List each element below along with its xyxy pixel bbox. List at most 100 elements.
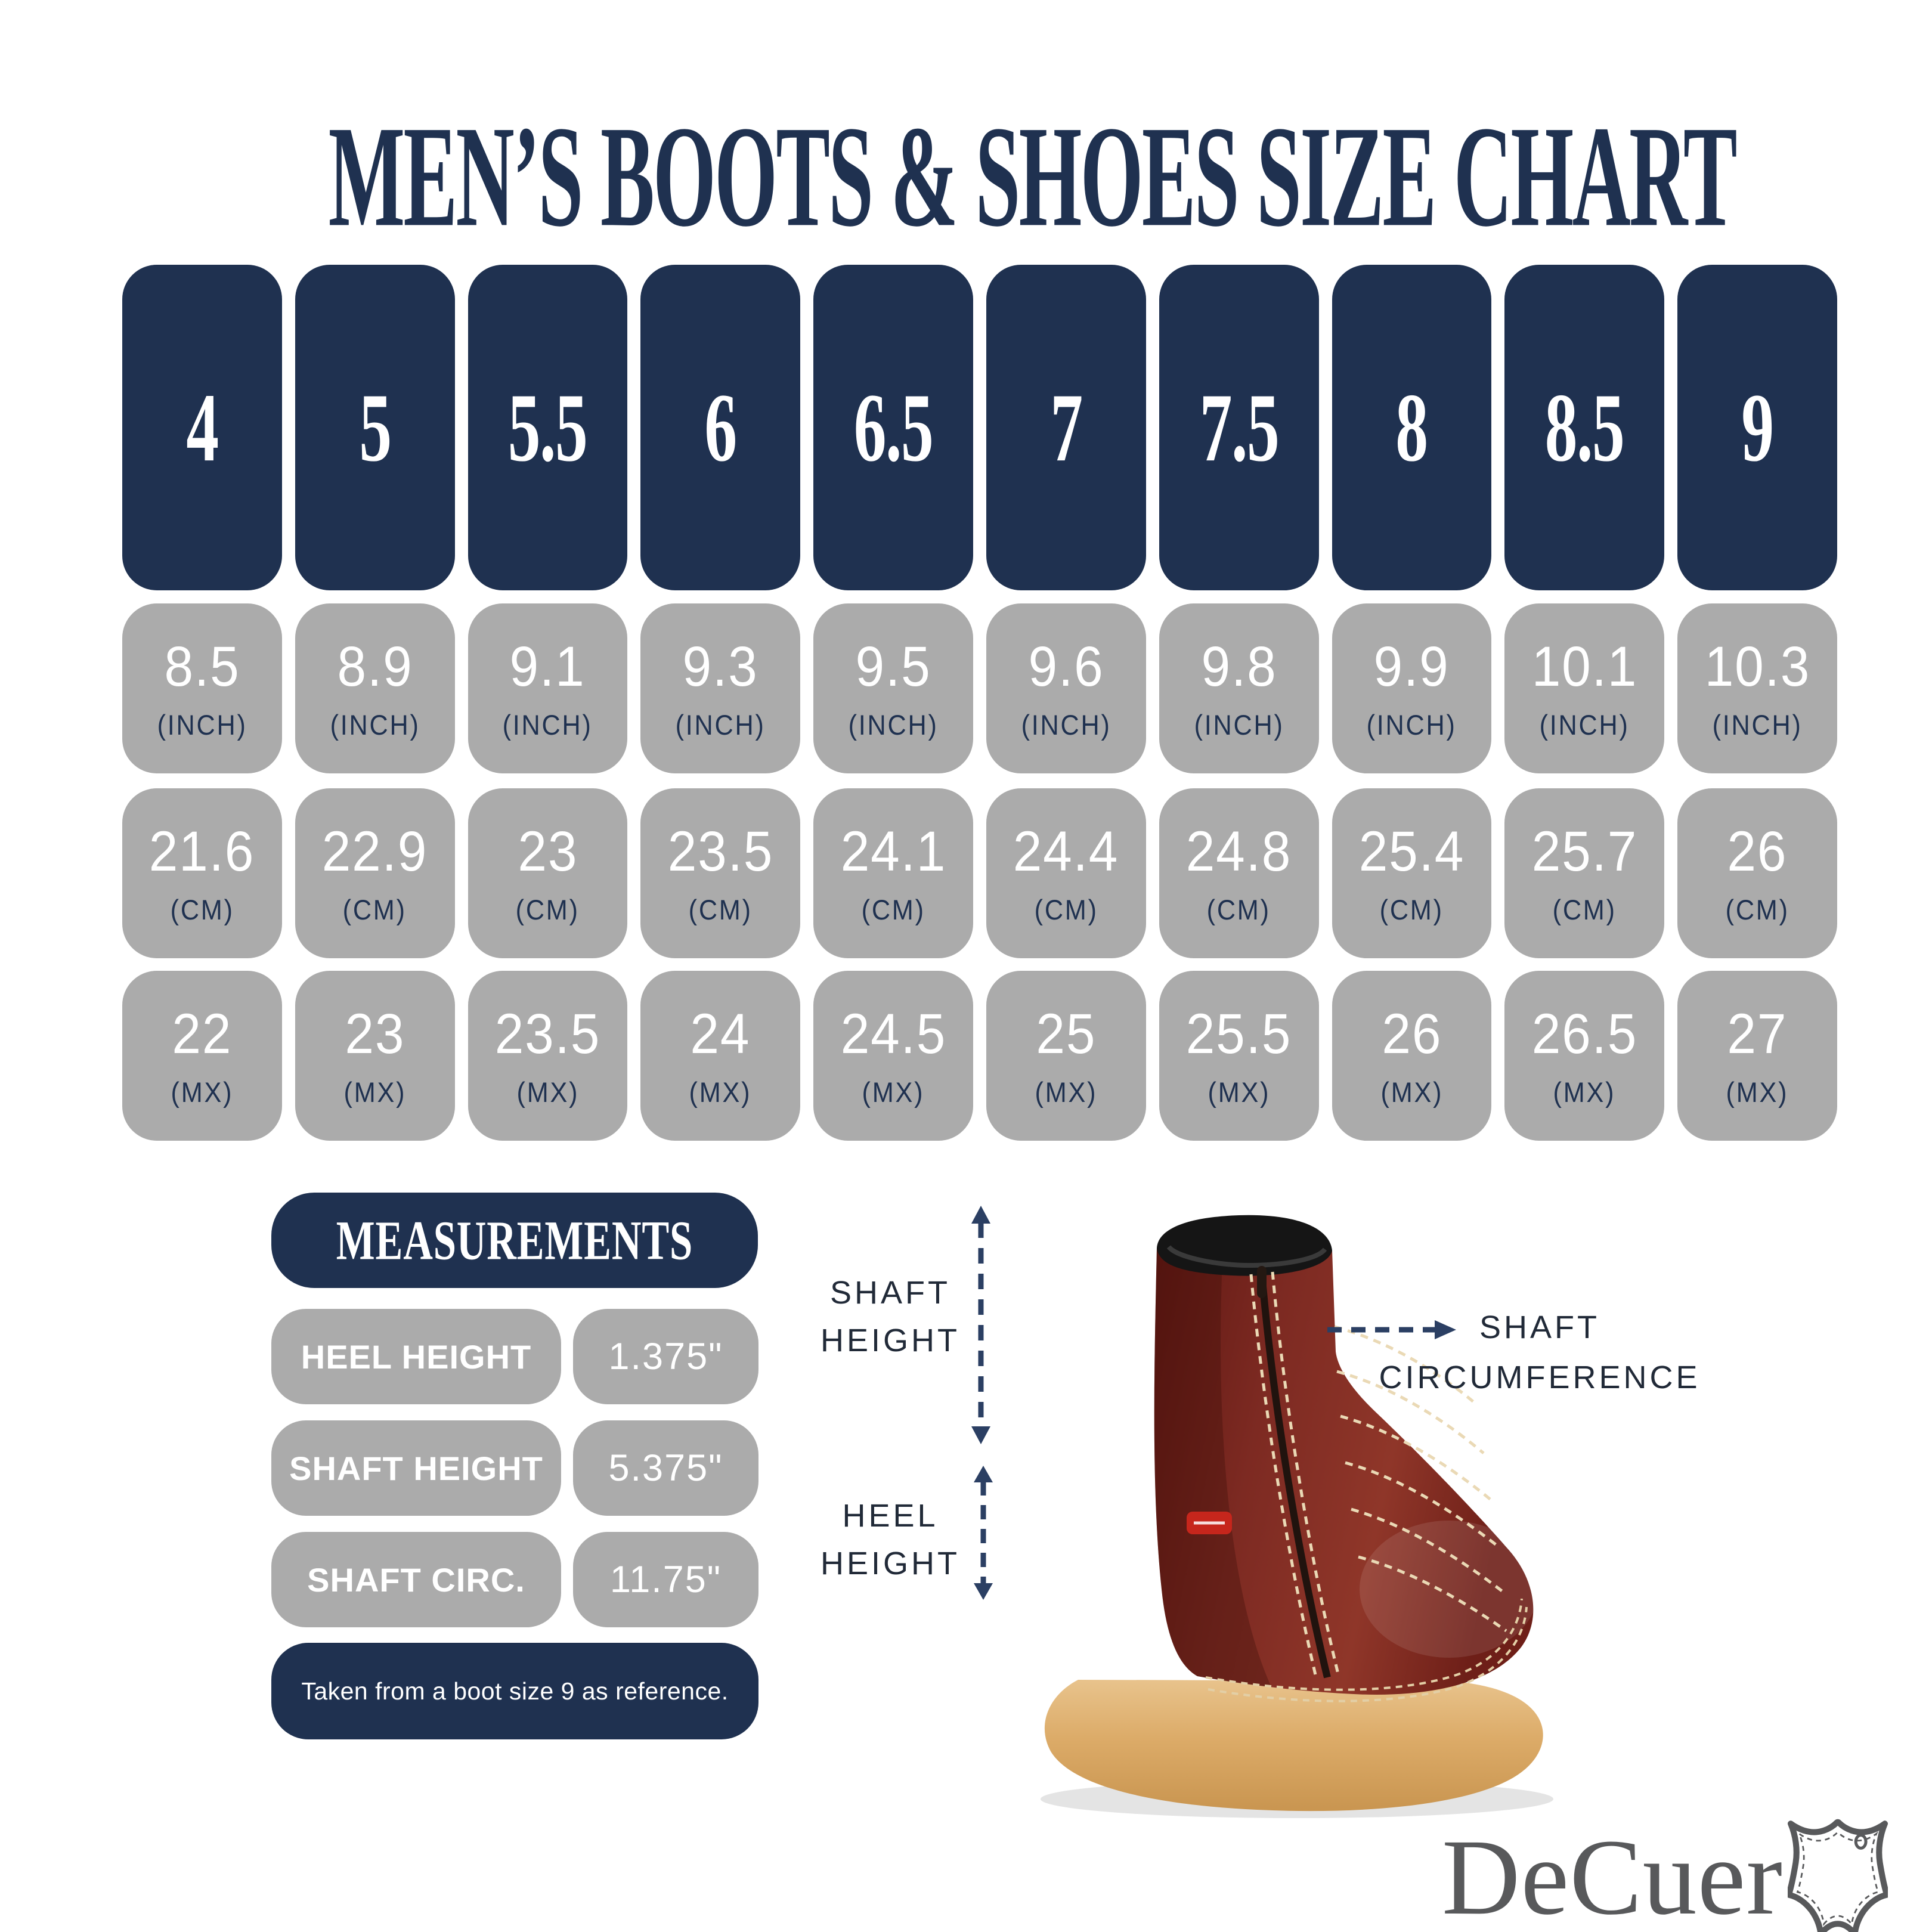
measurement-value-text: 5.375" [608,1447,723,1489]
boot-upper [1154,1248,1534,1695]
annotation-text: HEIGHT [820,1546,960,1581]
shaft-circumference-arrow [1327,1320,1456,1339]
us-size-box: 5.5 [467,265,628,590]
annotation-text: HEIGHT [820,1323,960,1358]
inch-box: 8.5 (INCH) [122,603,282,773]
inch-value: 9.6 [1028,634,1104,698]
boot-photo [1041,1215,1553,1818]
mx-unit: (MX) [1208,1076,1271,1108]
measurement-value-text: 1.375" [608,1336,723,1377]
mx-unit: (MX) [689,1076,752,1108]
us-size-value: 4 [186,373,219,482]
inch-box: 9.6 (INCH) [986,603,1146,773]
mx-unit: (MX) [1035,1076,1098,1108]
cm-box: 26 (CM) [1677,788,1837,958]
cm-unit: (CM) [343,893,407,925]
cm-box: 25.7 (CM) [1504,788,1665,958]
cm-value: 22.9 [321,819,428,883]
mx-box: 25 (MX) [986,971,1146,1141]
mx-value: 23.5 [494,1002,601,1066]
measurement-value-shaft-circ: 11.75" [573,1532,758,1627]
cm-unit: (CM) [1552,893,1617,925]
leather-hide-icon [1788,1819,1888,1932]
us-size-box: 6 [640,265,801,590]
boot-sole [1044,1680,1543,1812]
us-size-box: 9 [1677,265,1837,590]
inch-unit: (INCH) [1021,708,1111,741]
cm-value: 24.1 [840,819,946,883]
inch-value: 9.5 [855,634,931,698]
boot-zipper [1258,1272,1331,1679]
us-size-value: 8 [1395,373,1429,482]
mx-box: 24 (MX) [640,971,801,1141]
measurements-note: Taken from a boot size 9 as reference. [271,1643,758,1739]
mx-value: 22 [172,1002,233,1066]
measurement-value-text: 11.75" [609,1559,722,1600]
page-title: MEN’S BOOTS & SHOES SIZE CHART [328,95,1738,257]
cm-value: 23.5 [667,819,774,883]
boot-shaft-shading [1154,1248,1271,1687]
us-size-value: 6 [704,373,738,482]
inch-unit: (INCH) [848,708,939,741]
measurement-label-shaft-circ: SHAFT CIRC. [271,1532,561,1627]
cm-value: 23 [518,819,578,883]
cm-unit: (CM) [515,893,580,925]
mx-value: 25.5 [1185,1002,1292,1066]
mx-box: 23 (MX) [295,971,455,1141]
us-size-box: 7.5 [1159,265,1319,590]
brand-name: DeCuer [1442,1818,1783,1932]
mx-unit: (MX) [516,1076,579,1108]
mx-value: 24 [690,1002,751,1066]
inch-unit: (INCH) [1194,708,1284,741]
cm-unit: (CM) [1725,893,1789,925]
mx-unit: (MX) [171,1076,234,1108]
brand-logo: DeCuer [1442,1818,1888,1932]
mx-box: 25.5 (MX) [1159,971,1319,1141]
cm-box: 24.1 (CM) [813,788,973,958]
mx-value: 27 [1727,1002,1788,1066]
inch-value: 10.3 [1704,634,1810,698]
mx-box: 26 (MX) [1332,971,1492,1141]
inch-value: 9.8 [1201,634,1277,698]
mx-value: 25 [1036,1002,1097,1066]
heel-height-annotation: HEEL HEIGHT [792,1492,989,1587]
measurements-note-text: Taken from a boot size 9 as reference. [301,1677,729,1705]
mx-value: 26 [1382,1002,1442,1066]
cm-box: 24.4 (CM) [986,788,1146,958]
mx-value: 26.5 [1531,1002,1638,1066]
measurement-label-text: SHAFT CIRC. [307,1561,525,1599]
mx-unit: (MX) [1726,1076,1789,1108]
inch-value: 9.3 [682,634,758,698]
cm-unit: (CM) [1207,893,1271,925]
shaft-circumference-annotation: SHAFT CIRCUMFERENCE [1379,1302,1701,1402]
us-size-box: 5 [295,265,455,590]
mx-box: 24.5 (MX) [813,971,973,1141]
us-size-box: 8 [1332,265,1492,590]
us-size-box: 4 [122,265,282,590]
us-size-value: 5.5 [508,373,588,482]
mx-unit: (MX) [862,1076,925,1108]
mx-unit: (MX) [343,1076,407,1108]
cm-box: 24.8 (CM) [1159,788,1319,958]
inch-unit: (INCH) [1366,708,1457,741]
inch-box: 9.1 (INCH) [467,603,628,773]
cm-value: 24.8 [1185,819,1292,883]
us-size-value: 7.5 [1199,373,1279,482]
annotation-text: SHAFT [1479,1309,1600,1345]
inch-unit: (INCH) [675,708,766,741]
mx-box: 22 (MX) [122,971,282,1141]
cm-unit: (CM) [861,893,925,925]
inch-unit: (INCH) [157,708,247,741]
us-size-value: 6.5 [853,373,934,482]
inch-box: 9.3 (INCH) [640,603,801,773]
inch-value: 8.5 [164,634,240,698]
annotation-text: SHAFT [829,1275,950,1311]
us-size-box: 7 [986,265,1146,590]
shaft-height-annotation: SHAFT HEIGHT [792,1269,989,1364]
inch-box: 9.5 (INCH) [813,603,973,773]
mx-box: 26.5 (MX) [1504,971,1665,1141]
boot-zipper-pull [1257,1266,1267,1298]
annotation-text: CIRCUMFERENCE [1379,1360,1701,1395]
cm-value: 25.4 [1358,819,1465,883]
